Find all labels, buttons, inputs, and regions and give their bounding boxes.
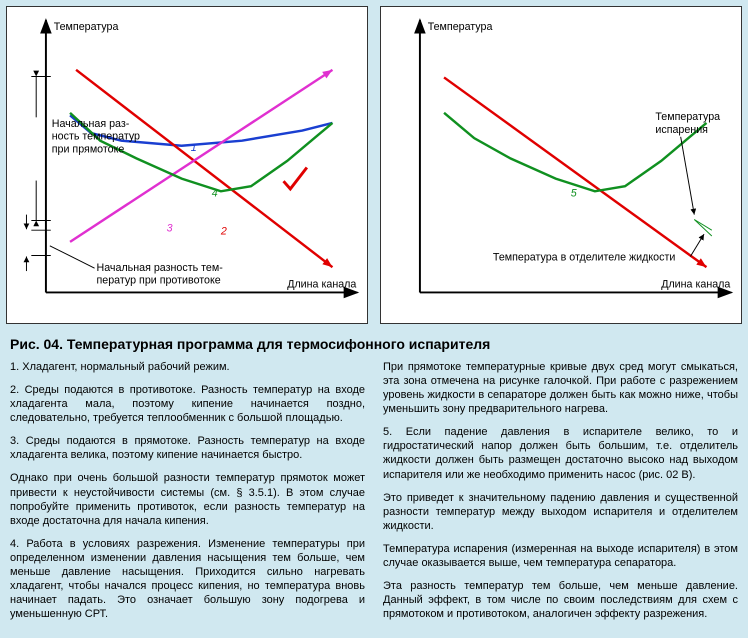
paragraph: 4. Работа в условиях разрежения. Изменен… — [10, 537, 365, 621]
paragraph: Однако при очень большой разности темпер… — [10, 471, 365, 527]
series-label: 1 — [191, 142, 197, 154]
paragraph: Это приведет к значительному падению дав… — [383, 491, 738, 533]
series-label: 2 — [220, 225, 227, 237]
sep-temp-label: Температура в отделителе жидкости — [493, 251, 675, 263]
y-axis-label: Температура — [428, 21, 493, 33]
paragraph: При прямотоке температурные кривые двух … — [383, 360, 738, 416]
bottom-delta-label: Начальная разность тем- ператур при прот… — [97, 262, 226, 287]
paragraph: 1. Хладагент, нормальный рабочий режим. — [10, 360, 365, 374]
chart-left-svg: Температура Длина канала Начальная раз- … — [7, 7, 367, 323]
series-label: 5 — [571, 187, 577, 199]
text-columns: 1. Хладагент, нормальный рабочий режим. 2… — [0, 360, 748, 638]
charts-row: Температура Длина канала Начальная раз- … — [0, 0, 748, 330]
series-2 — [444, 77, 706, 267]
figure-title: Рис. 04. Температурная программа для тер… — [0, 330, 748, 360]
series-label: 4 — [212, 187, 218, 199]
checkmark-icon — [284, 168, 307, 189]
paragraph: 5. Если падение давления в испарителе ве… — [383, 425, 738, 481]
evap-temp-label: Температура испарения — [655, 111, 723, 136]
x-axis-label: Длина канала — [287, 279, 356, 291]
text-left-col: 1. Хладагент, нормальный рабочий режим. 2… — [10, 360, 365, 630]
y-axis-label: Температура — [54, 21, 119, 33]
chart-right: Температура Длина канала Температура исп… — [380, 6, 742, 324]
chart-left: Температура Длина канала Начальная раз- … — [6, 6, 368, 324]
left-delta-label: Начальная раз- ность температур при прям… — [52, 118, 143, 155]
paragraph: 2. Среды подаются в противотоке. Разност… — [10, 383, 365, 425]
paragraph: Эта разность температур тем больше, чем … — [383, 579, 738, 621]
series-label: 3 — [167, 223, 173, 235]
series-2 — [76, 70, 332, 267]
text-right-col: При прямотоке температурные кривые двух … — [383, 360, 738, 630]
paragraph: 3. Среды подаются в прямотоке. Разность … — [10, 434, 365, 462]
chart-right-svg: Температура Длина канала Температура исп… — [381, 7, 741, 323]
paragraph: Температура испарения (измеренная на вых… — [383, 542, 738, 570]
x-axis-label: Длина канала — [661, 279, 730, 291]
